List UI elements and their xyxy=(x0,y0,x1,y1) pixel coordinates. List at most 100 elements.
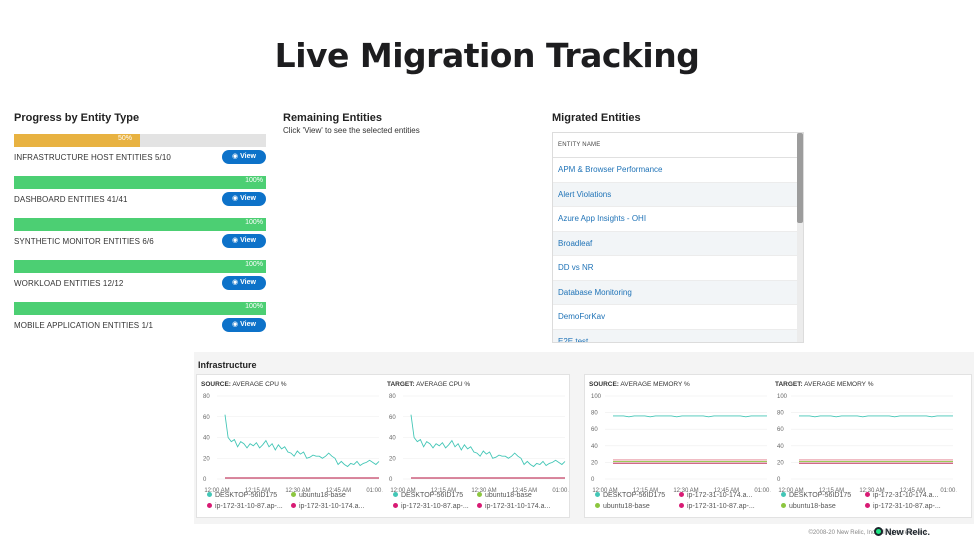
legend-dot-icon xyxy=(393,503,398,508)
legend-item[interactable]: ubuntu18-base xyxy=(477,492,532,499)
y-tick-label: 80 xyxy=(591,411,598,417)
x-tick-label: 12:30 AM xyxy=(673,488,698,494)
progress-bar: 50% xyxy=(14,134,266,147)
y-tick-label: 60 xyxy=(777,427,784,433)
view-label: View xyxy=(240,237,256,244)
legend-item[interactable]: DESKTOP-56ID175 xyxy=(595,492,665,499)
column-header-entity-name[interactable]: ENTITY NAME xyxy=(553,133,803,158)
y-tick-label: 20 xyxy=(777,460,784,466)
legend-item[interactable]: ip-172-31-10-87.ap-... xyxy=(865,503,941,510)
table-row[interactable]: DemoForKav xyxy=(553,305,803,330)
legend-item[interactable]: ip-172-31-10-174.a... xyxy=(865,492,938,499)
y-tick-label: 100 xyxy=(777,394,788,400)
series-line[interactable] xyxy=(224,414,380,468)
legend-item[interactable]: ip-172-31-10-87.ap-... xyxy=(393,503,469,510)
view-button[interactable]: ◉ View xyxy=(222,234,266,248)
legend-item[interactable]: DESKTOP-56ID175 xyxy=(207,492,277,499)
legend-dot-icon xyxy=(207,503,212,508)
line-chart[interactable]: 80 60 40 20 0 12:00 AM 12:15 AM 12:30 AM 12:45 A… xyxy=(201,390,383,497)
table-row[interactable]: Alert Violations xyxy=(553,182,803,207)
series-line[interactable] xyxy=(613,415,767,418)
legend-item[interactable]: DESKTOP-56ID175 xyxy=(781,492,851,499)
x-tick-label: 12:00 AM xyxy=(390,488,415,494)
table-row[interactable]: E2E test xyxy=(553,329,803,342)
y-tick-label: 0 xyxy=(203,477,207,483)
view-button[interactable]: ◉ View xyxy=(222,192,266,206)
entity-label: INFRASTRUCTURE HOST ENTITIES 5/10 xyxy=(14,153,171,162)
new-relic-logo-icon xyxy=(874,527,883,536)
table-scrollbar[interactable] xyxy=(797,133,803,342)
chart-title: TARGET: AVERAGE CPU % xyxy=(387,381,470,388)
eye-icon: ◉ xyxy=(232,321,239,328)
legend-item[interactable]: DESKTOP-56ID175 xyxy=(393,492,463,499)
chart-title-prefix: TARGET: xyxy=(775,381,803,388)
legend-label: DESKTOP-56ID175 xyxy=(603,492,666,499)
legend-item[interactable]: ubuntu18-base xyxy=(291,492,346,499)
footer-copyright: ©2008-20 New Relic, Inc. All rights rese… xyxy=(808,530,926,536)
table-row[interactable]: Azure App Insights - OHI xyxy=(553,207,803,232)
legend-item[interactable]: ip-172-31-10-174.a... xyxy=(477,503,550,510)
progress-bar-fill xyxy=(14,260,266,273)
x-tick-label: 12:45 AM xyxy=(512,488,537,494)
y-tick-label: 0 xyxy=(389,477,393,483)
view-button[interactable]: ◉ View xyxy=(222,150,266,164)
view-label: View xyxy=(240,279,256,286)
table-row[interactable]: APM & Browser Performance xyxy=(553,158,803,183)
infrastructure-section: Infrastructure SOURCE: AVERAGE CPU % 80 60… xyxy=(194,352,974,524)
x-tick-label: 12:15 AM xyxy=(245,488,270,494)
y-tick-label: 40 xyxy=(389,436,396,442)
entity-progress-item: 50% INFRASTRUCTURE HOST ENTITIES 5/10 ◉ Vie… xyxy=(14,112,266,164)
view-label: View xyxy=(240,321,256,328)
legend-label: ip-172-31-10-174.a... xyxy=(485,503,551,510)
entity-progress-item: 100% MOBILE APPLICATION ENTITIES 1/1 ◉ View xyxy=(14,280,266,332)
legend-dot-icon xyxy=(595,503,600,508)
entity-label: WORKLOAD ENTITIES 12/12 xyxy=(14,279,124,288)
progress-heading: Progress by Entity Type xyxy=(14,112,140,124)
y-tick-label: 80 xyxy=(389,394,396,400)
migrated-panel: Migrated Entities ENTITY NAME APM & Brow… xyxy=(552,112,804,343)
table-row[interactable]: Broadleaf xyxy=(553,231,803,256)
legend-item[interactable]: ip-172-31-10-174.a... xyxy=(679,492,752,499)
legend-dot-icon xyxy=(393,492,398,497)
view-button[interactable]: ◉ View xyxy=(222,276,266,290)
x-tick-label: 12:00 AM xyxy=(778,488,803,494)
legend-dot-icon xyxy=(595,492,600,497)
new-relic-logo: New Relic. xyxy=(874,527,930,537)
table-row[interactable]: DD vs NR xyxy=(553,256,803,281)
line-chart[interactable]: 100 80 60 40 20 0 12:00 AM 12:15 AM 12:30 AM 12:4… xyxy=(775,390,957,497)
progress-percent: 100% xyxy=(245,261,263,268)
y-tick-label: 100 xyxy=(591,394,602,400)
remaining-heading: Remaining Entities xyxy=(283,112,383,124)
progress-percent: 50% xyxy=(118,135,133,142)
legend-item[interactable]: ip-172-31-10-87.ap-... xyxy=(679,503,755,510)
x-tick-label: 12:45 AM xyxy=(714,488,739,494)
x-tick-label: 12:00 AM xyxy=(204,488,229,494)
migrated-table[interactable]: ENTITY NAME APM & Browser Performance Ale… xyxy=(552,132,804,343)
migrated-rows: APM & Browser Performance Alert Violation… xyxy=(553,158,803,342)
legend-label: ip-172-31-10-87.ap-... xyxy=(873,503,941,510)
chart-title-metric: AVERAGE MEMORY % xyxy=(618,381,690,388)
series-line[interactable] xyxy=(410,414,566,468)
memory-panel: SOURCE: AVERAGE MEMORY % 100 80 60 40 20 0 12:0… xyxy=(584,374,972,518)
view-button[interactable]: ◉ View xyxy=(222,318,266,332)
line-chart[interactable]: 100 80 60 40 20 0 12:00 AM 12:15 AM 12:30 AM 12:4… xyxy=(589,390,771,497)
progress-bar: 100% xyxy=(14,176,266,189)
eye-icon: ◉ xyxy=(232,237,239,244)
line-chart[interactable]: 80 60 40 20 0 12:00 AM 12:15 AM 12:30 AM 12:45 A… xyxy=(387,390,569,497)
series-line[interactable] xyxy=(799,415,953,418)
table-row[interactable]: Database Monitoring xyxy=(553,280,803,305)
chart-title-prefix: SOURCE: xyxy=(589,381,619,388)
legend-item[interactable]: ubuntu18-base xyxy=(781,503,836,510)
legend-label: ip-172-31-10-87.ap-... xyxy=(215,503,283,510)
page-title: Live Migration Tracking xyxy=(274,36,700,75)
legend-item[interactable]: ip-172-31-10-87.ap-... xyxy=(207,503,283,510)
scrollbar-thumb[interactable] xyxy=(797,133,803,223)
legend-dot-icon xyxy=(291,503,296,508)
legend-item[interactable]: ip-172-31-10-174.a... xyxy=(291,503,364,510)
y-tick-label: 20 xyxy=(389,456,396,462)
legend-label: ip-172-31-10-174.a... xyxy=(873,492,939,499)
migrated-heading: Migrated Entities xyxy=(552,112,641,124)
legend-label: DESKTOP-56ID175 xyxy=(401,492,464,499)
y-tick-label: 60 xyxy=(203,415,210,421)
legend-item[interactable]: ubuntu18-base xyxy=(595,503,650,510)
